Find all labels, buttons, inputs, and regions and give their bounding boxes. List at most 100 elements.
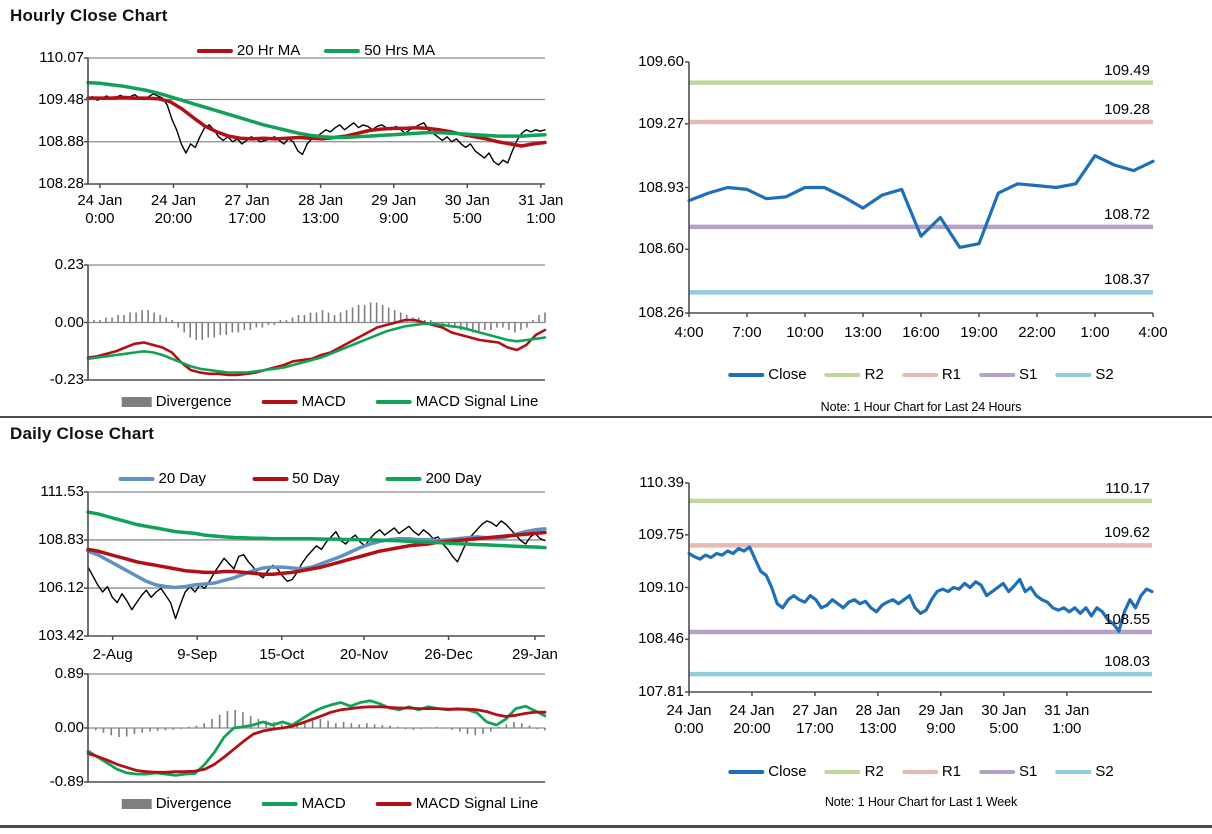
hourly-pivot-legend: Close R2 R1 S1 S2	[728, 366, 1114, 384]
x-axis-label: 13:00	[818, 324, 908, 342]
x-axis-label-line: 22:00	[1018, 324, 1056, 341]
series-20-hr-ma	[86, 95, 547, 148]
x-axis-label-line: 29 Jan	[371, 192, 417, 209]
legend-swatch-icon	[324, 49, 361, 53]
series-macd-signal-line	[86, 705, 547, 774]
legend-label: Divergence	[155, 795, 232, 812]
legend-swatch-icon	[196, 49, 233, 53]
x-axis-label-line: 17:00	[228, 210, 266, 227]
x-axis-label: 31 Jan 1:00	[496, 192, 586, 228]
x-axis-label: 27 Jan 17:00	[770, 702, 860, 738]
x-axis-label-line: 13:00	[859, 720, 897, 737]
x-axis-label-line: 31 Jan	[518, 192, 564, 209]
legend-label: 50 Day	[292, 470, 340, 487]
x-axis-label: 29 Jan 9:00	[896, 702, 986, 738]
pivot-value-label-S1: 108.55	[1104, 611, 1150, 629]
x-axis-label-line: 30 Jan	[444, 192, 490, 209]
x-axis-label: 26-Dec	[404, 646, 494, 664]
legend-item-20-hr-ma: 20 Hr MA	[196, 42, 300, 60]
legend-label: MACD Signal Line	[415, 795, 539, 812]
x-axis-label: 29-Jan	[490, 646, 580, 664]
y-axis-label: 108.83	[38, 530, 84, 548]
x-axis-label: 4:00	[1108, 324, 1198, 342]
x-axis-label-line: 9-Sep	[177, 646, 218, 663]
series-close	[687, 154, 1155, 249]
x-axis-label-line: 4:00	[674, 324, 704, 341]
legend-swatch-icon	[252, 477, 289, 481]
legend-label: S1	[1019, 763, 1038, 780]
x-axis-label: 2-Aug	[68, 646, 158, 664]
x-axis-label-line: 4:00	[1138, 324, 1168, 341]
x-axis-label-line: 0:00	[674, 720, 704, 737]
y-axis-label: 110.39	[639, 474, 684, 491]
x-axis-label: 19:00	[934, 324, 1024, 342]
x-axis-label-line: 10:00	[786, 324, 824, 341]
pivot-value-label-R1: 109.62	[1104, 524, 1150, 542]
legend-swatch-icon	[901, 770, 938, 774]
legend-label: MACD Signal Line	[415, 393, 539, 410]
legend-item-50-day: 50 Day	[252, 470, 340, 488]
x-axis-label: 29 Jan 9:00	[349, 192, 439, 228]
legend-swatch-icon	[901, 373, 938, 377]
x-axis-label-line: 7:00	[732, 324, 762, 341]
legend-label: S2	[1095, 366, 1114, 383]
x-axis-label-line: 31 Jan	[1044, 702, 1090, 719]
legend-label: R2	[864, 366, 884, 383]
x-axis-label: 24 Jan 20:00	[128, 192, 218, 228]
series-macd	[86, 318, 547, 377]
x-axis-label: 24 Jan 0:00	[55, 192, 145, 228]
legend-swatch-icon	[375, 802, 412, 806]
y-axis-label: 109.27	[638, 114, 684, 132]
x-axis-label-line: 24 Jan	[77, 192, 123, 209]
legend-swatch-icon	[824, 373, 861, 377]
legend-label: Divergence	[155, 393, 232, 410]
legend-label: R1	[941, 366, 962, 383]
section-divider	[0, 416, 1212, 418]
x-axis-label: 24 Jan 0:00	[644, 702, 734, 738]
x-axis-label: 24 Jan 20:00	[707, 702, 797, 738]
hourly-close-legend: 20 Hr MA 50 Hrs MA	[196, 42, 435, 60]
legend-item-s1: S1	[979, 763, 1037, 781]
x-axis-label: 10:00	[760, 324, 850, 342]
y-axis-label: -0.89	[49, 773, 84, 790]
legend-label: MACD	[301, 393, 346, 410]
y-axis-label: 0.00	[54, 719, 84, 736]
pivot-value-label-R1: 109.28	[1104, 100, 1150, 118]
legend-item-macd: MACD	[261, 795, 346, 813]
legend-item-s1: S1	[979, 366, 1037, 384]
legend-swatch-icon	[118, 477, 155, 481]
y-axis-label: 108.26	[638, 304, 684, 321]
x-axis-label-line: 0:00	[85, 210, 115, 227]
legend-item-divergence: Divergence	[121, 393, 232, 411]
y-axis-label: 110.07	[39, 49, 84, 66]
y-axis-label: 109.48	[38, 90, 84, 108]
x-axis-label-line: 15-Oct	[259, 646, 305, 663]
legend-item-s2: S2	[1055, 366, 1114, 384]
legend-label: S2	[1095, 763, 1114, 780]
x-axis-label: 22:00	[992, 324, 1082, 342]
legend-swatch-icon	[979, 770, 1016, 774]
y-axis-label: 107.81	[638, 683, 684, 700]
legend-swatch-icon	[728, 373, 765, 377]
y-axis-label: 109.60	[638, 53, 684, 70]
series-close	[87, 93, 546, 166]
hourly-pivot-note: Note: 1 Hour Chart for Last 24 Hours	[820, 400, 1022, 414]
y-axis-label: 111.53	[40, 483, 84, 500]
x-axis-label-line: 5:00	[452, 210, 482, 227]
legend-label: MACD	[301, 795, 346, 812]
legend-swatch-icon	[824, 770, 861, 774]
legend-item-200-day: 200 Day	[385, 470, 481, 488]
x-axis-label-line: 13:00	[844, 324, 882, 341]
x-axis-label: 27 Jan 17:00	[202, 192, 292, 228]
x-axis-label: 28 Jan 13:00	[276, 192, 366, 228]
x-axis-label-line: 24 Jan	[729, 702, 775, 719]
x-axis-label-line: 20:00	[154, 210, 193, 227]
y-axis-label: 108.88	[38, 132, 84, 150]
y-axis-label: 108.28	[38, 175, 84, 192]
series-50-day	[86, 530, 547, 576]
legend-swatch-icon	[385, 477, 422, 481]
legend-item-s2: S2	[1055, 763, 1114, 781]
daily-macd-legend: Divergence MACD MACD Signal Line	[121, 795, 539, 813]
x-axis-label-line: 24 Jan	[666, 702, 712, 719]
legend-label: R2	[864, 763, 884, 780]
